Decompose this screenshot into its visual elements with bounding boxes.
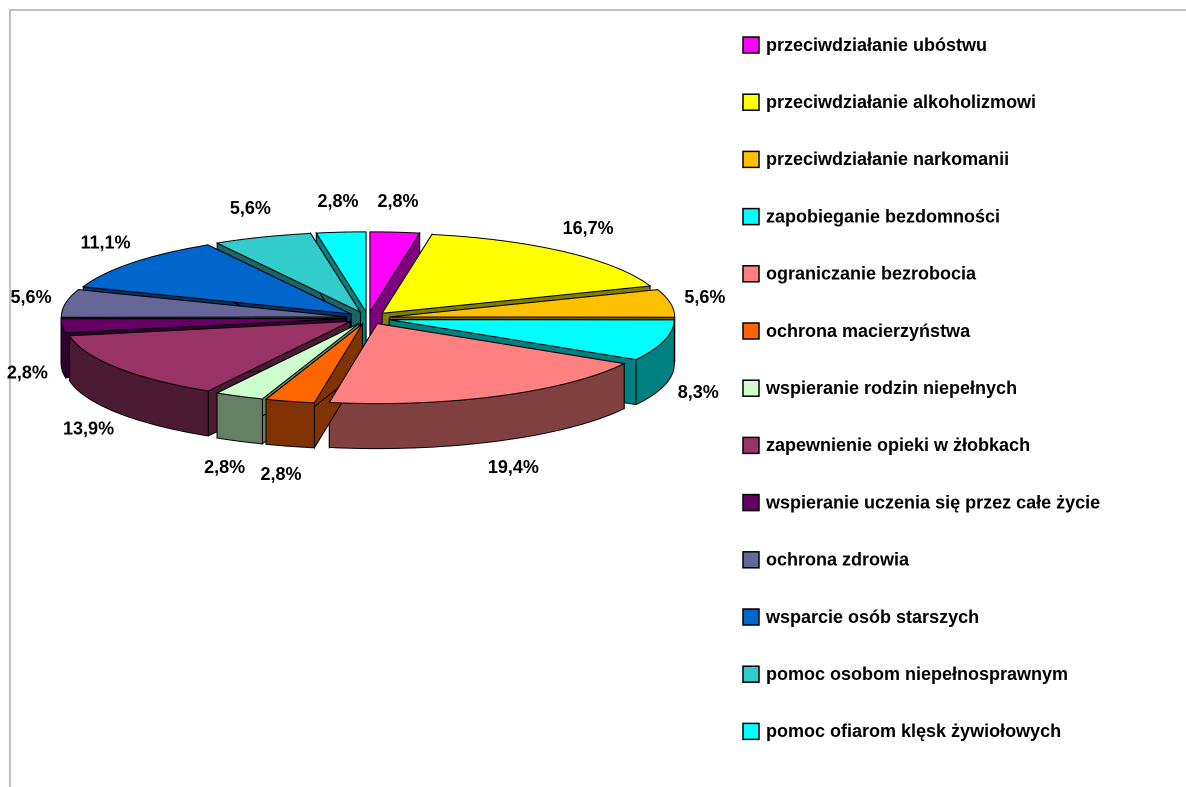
legend-swatch [742,265,760,283]
slice [81,244,352,315]
legend-swatch [742,322,760,340]
legend-swatch [742,436,760,455]
data-label: 2,8% [317,191,358,211]
legend-swatch [742,207,760,226]
legend-label: wspieranie rodzin niepełnych [765,378,1017,398]
data-label: 5,6% [230,198,271,218]
data-label: 2,8% [7,362,48,382]
slice [215,232,362,314]
legend-swatch [742,93,760,111]
slice [328,323,626,405]
slice [389,289,676,318]
legend-label: przeciwdziałanie narkomanii [766,149,1009,169]
slice [215,323,360,400]
pie-tops [60,231,676,405]
data-label: 5,6% [11,287,52,307]
slice-edge [216,392,263,445]
data-label: 16,7% [563,218,614,238]
legend-swatch [742,608,760,626]
slice [369,231,421,314]
data-label: 2,8% [204,457,245,477]
data-label: 8,3% [678,382,719,402]
data-label: 13,9% [63,419,114,439]
data-label: 2,8% [261,464,302,484]
slice [315,231,367,314]
legend-swatch [742,379,760,397]
legend-swatch [742,551,760,569]
legend-swatch [742,150,760,169]
slice [381,233,652,314]
data-label: 11,1% [81,232,131,252]
legend-label: wsparcie osób starszych [765,607,979,627]
data-label: 2,8% [377,191,418,211]
legend-label: ograniczanie bezrobocia [766,264,977,284]
slice [68,321,351,392]
legend-label: przeciwdziałanie ubóstwu [766,35,987,55]
slice [389,319,675,361]
legend-label: wspieranie uczenia się przez całe życie [765,492,1100,512]
legend-label: ochrona zdrowia [766,550,910,570]
data-label: 5,6% [684,287,725,307]
legend-swatch [742,36,760,54]
data-label: 19,4% [488,457,539,477]
legend-label: zapobieganie bezdomności [766,206,1000,226]
legend-label: zapewnienie opieki w żłobkach [766,435,1030,455]
legend-swatch [742,665,760,683]
slice [264,323,363,404]
legend-swatch [742,722,760,741]
slice [60,289,347,318]
legend-label: pomoc ofiarom klęsk żywiołowych [766,721,1061,741]
legend-swatch [742,493,760,512]
slice [60,318,347,334]
legend-label: pomoc osobom niepełnosprawnym [766,664,1068,684]
legend-label: przeciwdziałanie alkoholizmowi [766,92,1036,112]
slice-edge [265,398,315,449]
legend-label: ochrona macierzyństwa [766,321,971,341]
